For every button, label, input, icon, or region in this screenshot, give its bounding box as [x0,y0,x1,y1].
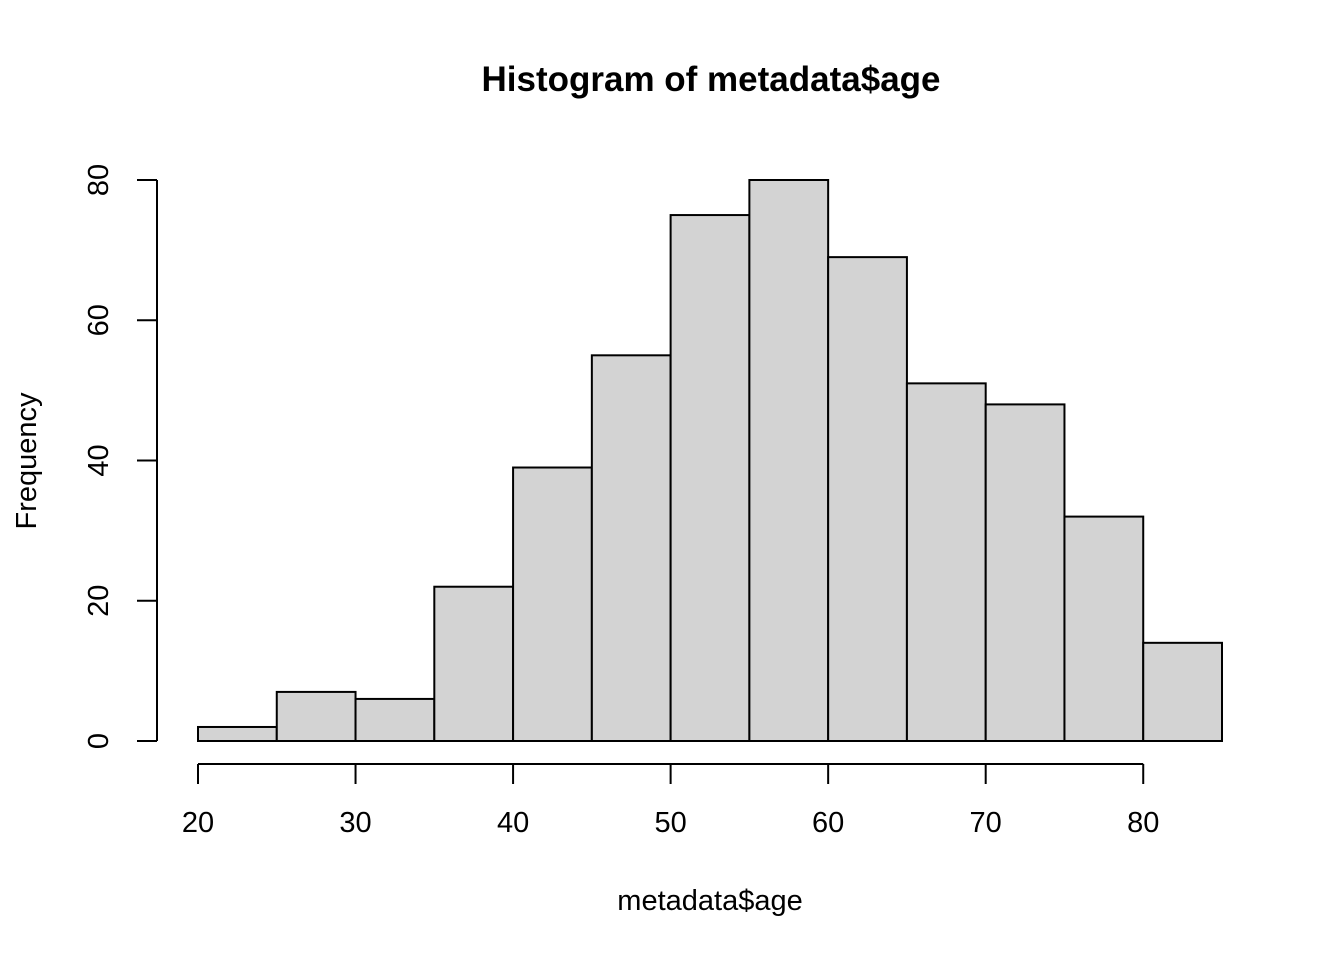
x-tick-label: 30 [339,807,371,839]
histogram-bar [590,354,672,742]
histogram-bar [984,403,1066,742]
histogram-bar [275,690,357,742]
histogram-bar [748,179,830,742]
histogram-bar [905,382,987,742]
x-tick-label: 40 [497,807,529,839]
x-tick-label: 50 [654,807,686,839]
bars-group [197,179,1223,743]
chart-title: Histogram of metadata$age [481,60,940,99]
y-tick-label: 20 [83,585,115,617]
y-tick-label: 60 [83,304,115,336]
histogram-bar [197,725,278,742]
histogram-bar [669,214,751,742]
histogram-bar [512,466,593,742]
x-axis: 20 30 40 50 60 70 80 [182,763,1159,839]
x-tick-label: 70 [970,807,1002,839]
y-axis: 0 20 40 60 80 [83,164,158,749]
x-tick-label: 80 [1127,807,1159,839]
histogram-bar [354,697,436,742]
histogram-bar [433,585,515,742]
x-tick-label: 60 [812,807,844,839]
x-axis-label: metadata$age [617,885,802,917]
y-tick-label: 40 [83,444,115,476]
x-tick-label: 20 [182,807,214,839]
histogram-bar [1142,641,1223,743]
histogram-bar [1063,515,1145,742]
y-tick-label: 0 [83,733,115,749]
y-tick-label: 80 [83,164,115,196]
histogram-bar [827,256,908,742]
y-axis-label: Frequency [11,392,43,530]
